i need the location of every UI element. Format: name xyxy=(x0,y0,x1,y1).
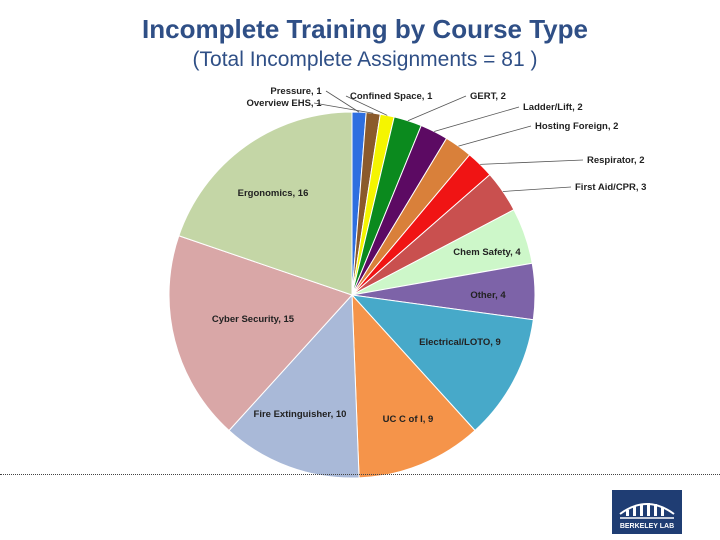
slice-label: Chem Safety, 4 xyxy=(453,247,521,258)
slice-label: Cyber Security, 15 xyxy=(212,314,295,325)
leader-line xyxy=(502,186,572,192)
slice-label: Confined Space, 1 xyxy=(350,91,433,102)
slice-label: UC C of I, 9 xyxy=(383,414,434,425)
logo-text: BERKELEY LAB xyxy=(619,523,675,530)
slice-label: Ladder/Lift, 2 xyxy=(523,102,583,113)
slice-label: Ergonomics, 16 xyxy=(238,188,309,199)
leader-line xyxy=(325,90,360,113)
berkeley-lab-logo: BERKELEY LAB xyxy=(612,490,682,534)
slice-label: Respirator, 2 xyxy=(587,155,645,166)
leader-line xyxy=(434,106,520,132)
leader-line xyxy=(458,125,532,147)
slice-label: Electrical/LOTO, 9 xyxy=(419,337,501,348)
slice-label: Hosting Foreign, 2 xyxy=(535,121,618,132)
leader-line xyxy=(480,159,584,165)
pie-slice xyxy=(350,294,534,432)
pie-slice xyxy=(178,111,353,296)
leader-line xyxy=(313,102,374,114)
slice-label: First Aid/CPR, 3 xyxy=(575,182,646,193)
chart-subtitle: (Total Incomplete Assignments = 81 ) xyxy=(192,48,538,71)
slice-label: Other, 4 xyxy=(470,290,506,301)
slice-label: Overview EHS, 1 xyxy=(247,98,323,109)
slice-label: Fire Extinguisher, 10 xyxy=(254,409,347,420)
slice-label: Pressure, 1 xyxy=(270,86,322,97)
building-icon xyxy=(619,503,675,519)
pie-slice xyxy=(228,293,360,479)
footer-divider xyxy=(0,474,720,475)
pie-slice xyxy=(168,235,353,432)
pie-slice xyxy=(351,293,476,479)
chart-title: Incomplete Training by Course Type xyxy=(142,14,588,44)
leader-line xyxy=(407,95,467,122)
slice-label: GERT, 2 xyxy=(470,91,506,102)
leader-line xyxy=(345,95,388,116)
